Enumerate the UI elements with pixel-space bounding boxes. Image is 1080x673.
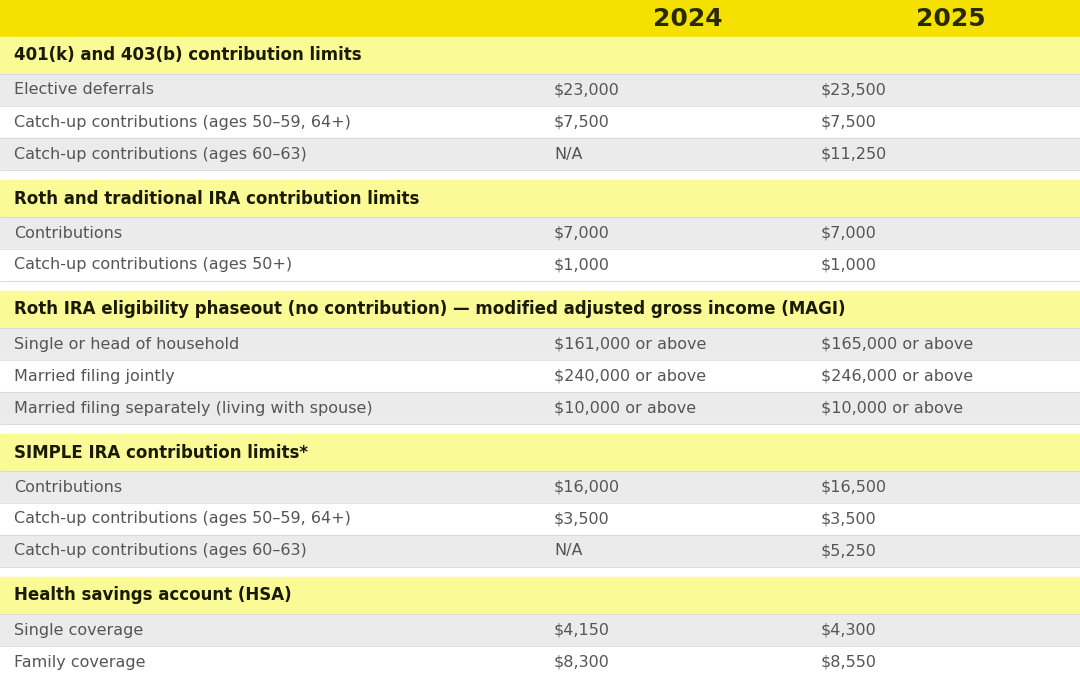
Bar — [0, 471, 1080, 503]
Bar — [0, 249, 1080, 281]
Text: $10,000 or above: $10,000 or above — [554, 400, 697, 415]
Text: $165,000 or above: $165,000 or above — [821, 336, 973, 351]
Bar — [0, 567, 1080, 577]
Text: Contributions: Contributions — [14, 225, 122, 240]
Text: $240,000 or above: $240,000 or above — [554, 369, 706, 384]
Text: Contributions: Contributions — [14, 479, 122, 495]
Text: SIMPLE IRA contribution limits*: SIMPLE IRA contribution limits* — [14, 444, 308, 462]
Bar — [0, 614, 1080, 646]
Text: Health savings account (HSA): Health savings account (HSA) — [14, 586, 292, 604]
Text: Single or head of household: Single or head of household — [14, 336, 240, 351]
Text: Roth and traditional IRA contribution limits: Roth and traditional IRA contribution li… — [14, 190, 419, 207]
Bar — [0, 503, 1080, 535]
Text: 401(k) and 403(b) contribution limits: 401(k) and 403(b) contribution limits — [14, 46, 362, 65]
Text: $246,000 or above: $246,000 or above — [821, 369, 973, 384]
Text: Married filing jointly: Married filing jointly — [14, 369, 175, 384]
Bar — [0, 360, 1080, 392]
Bar — [0, 37, 1080, 74]
Text: $16,500: $16,500 — [821, 479, 887, 495]
Text: $3,500: $3,500 — [554, 511, 610, 526]
Text: Catch-up contributions (ages 50+): Catch-up contributions (ages 50+) — [14, 258, 293, 273]
Text: $7,000: $7,000 — [554, 225, 610, 240]
Text: $23,000: $23,000 — [554, 83, 620, 98]
Text: Catch-up contributions (ages 60–63): Catch-up contributions (ages 60–63) — [14, 544, 307, 559]
Text: 2025: 2025 — [916, 7, 985, 30]
Text: $1,000: $1,000 — [821, 258, 877, 273]
Text: $16,000: $16,000 — [554, 479, 620, 495]
Bar — [0, 424, 1080, 434]
Bar — [0, 392, 1080, 424]
Text: $161,000 or above: $161,000 or above — [554, 336, 706, 351]
Text: Single coverage: Single coverage — [14, 623, 144, 637]
Bar — [0, 170, 1080, 180]
Bar — [0, 577, 1080, 614]
Text: $11,250: $11,250 — [821, 147, 887, 162]
Text: Family coverage: Family coverage — [14, 655, 146, 670]
Bar — [0, 291, 1080, 328]
Bar — [0, 281, 1080, 291]
Text: N/A: N/A — [554, 544, 582, 559]
Text: $3,500: $3,500 — [821, 511, 877, 526]
Bar — [0, 535, 1080, 567]
Text: Catch-up contributions (ages 50–59, 64+): Catch-up contributions (ages 50–59, 64+) — [14, 114, 351, 129]
Text: $23,500: $23,500 — [821, 83, 887, 98]
Text: $10,000 or above: $10,000 or above — [821, 400, 963, 415]
Text: $4,300: $4,300 — [821, 623, 877, 637]
Bar — [0, 646, 1080, 673]
Text: $8,550: $8,550 — [821, 655, 877, 670]
Bar — [0, 328, 1080, 360]
Text: $1,000: $1,000 — [554, 258, 610, 273]
Bar — [0, 0, 1080, 37]
Text: $4,150: $4,150 — [554, 623, 610, 637]
Bar — [0, 217, 1080, 249]
Text: Roth IRA eligibility phaseout (no contribution) — modified adjusted gross income: Roth IRA eligibility phaseout (no contri… — [14, 301, 846, 318]
Bar — [0, 74, 1080, 106]
Text: 2024: 2024 — [652, 7, 723, 30]
Text: $7,500: $7,500 — [821, 114, 877, 129]
Text: $5,250: $5,250 — [821, 544, 877, 559]
Text: $8,300: $8,300 — [554, 655, 610, 670]
Text: $7,500: $7,500 — [554, 114, 610, 129]
Text: Catch-up contributions (ages 60–63): Catch-up contributions (ages 60–63) — [14, 147, 307, 162]
Text: Catch-up contributions (ages 50–59, 64+): Catch-up contributions (ages 50–59, 64+) — [14, 511, 351, 526]
Text: $7,000: $7,000 — [821, 225, 877, 240]
Bar — [0, 434, 1080, 471]
Bar — [0, 106, 1080, 138]
Bar — [0, 180, 1080, 217]
Text: N/A: N/A — [554, 147, 582, 162]
Text: Elective deferrals: Elective deferrals — [14, 83, 154, 98]
Text: Married filing separately (living with spouse): Married filing separately (living with s… — [14, 400, 373, 415]
Bar — [0, 138, 1080, 170]
